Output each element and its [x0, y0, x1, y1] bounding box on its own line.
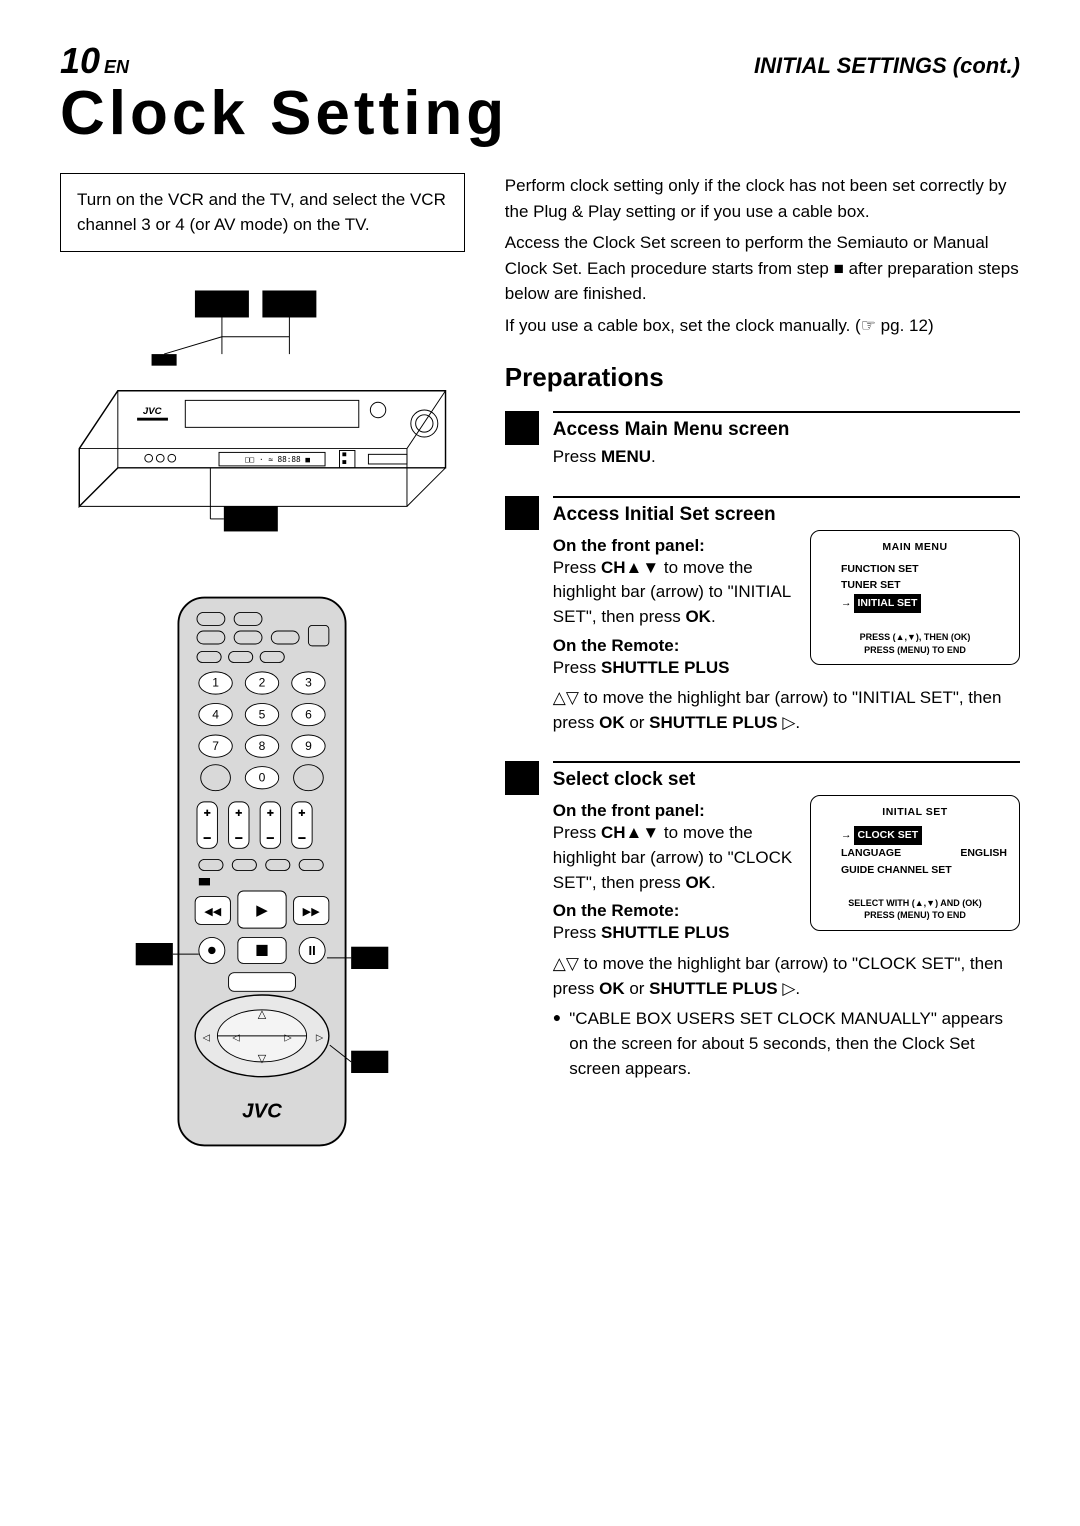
svg-text:−: − [235, 831, 243, 846]
step2-after-text: △▽ to move the highlight bar (arrow) to … [553, 686, 1020, 735]
svg-text:+: + [236, 808, 243, 820]
step2-remote-text: Press SHUTTLE PLUS [553, 656, 796, 681]
svg-text:◁: ◁ [203, 1033, 210, 1043]
intro-para-3: If you use a cable box, set the clock ma… [505, 313, 1020, 339]
svg-text:▶: ▶ [257, 903, 269, 919]
svg-text:2: 2 [259, 676, 266, 690]
page-header: 10EN INITIAL SETTINGS (cont.) [60, 40, 1020, 82]
vcr-illustration: JVC □□ · ≈ 88:88 ■ [60, 280, 465, 540]
step-number-icon [505, 411, 539, 445]
svg-text:+: + [267, 808, 274, 820]
svg-text:5: 5 [259, 708, 266, 722]
step-number-icon [505, 496, 539, 530]
svg-text:3: 3 [305, 676, 312, 690]
svg-text:△: △ [258, 1009, 267, 1021]
svg-text:▶▶: ▶▶ [303, 906, 321, 918]
page-number: 10EN [60, 40, 129, 82]
step3-bullet: ● "CABLE BOX USERS SET CLOCK MANUALLY" a… [553, 1007, 1020, 1081]
svg-text:8: 8 [259, 739, 266, 753]
right-column: Perform clock setting only if the clock … [505, 173, 1020, 1166]
svg-text:−: − [204, 831, 212, 846]
intro-para-2: Access the Clock Set screen to perform t… [505, 230, 1020, 307]
step-3: Select clock set On the front panel: Pre… [505, 761, 1020, 1081]
step3-front-label: On the front panel: [553, 801, 796, 821]
section-header-title: INITIAL SETTINGS (cont.) [754, 53, 1020, 79]
step1-heading: Access Main Menu screen [553, 419, 1020, 441]
initial-set-screen: INITIAL SET CLOCK SET LANGUAGEENGLISH GU… [810, 795, 1020, 931]
step3-after-text: △▽ to move the highlight bar (arrow) to … [553, 952, 1020, 1001]
step3-remote-label: On the Remote: [553, 901, 796, 921]
svg-text:JVC: JVC [143, 406, 163, 417]
svg-text:9: 9 [305, 739, 312, 753]
svg-text:1: 1 [213, 676, 220, 690]
step-number-icon [505, 761, 539, 795]
svg-text:II: II [309, 943, 316, 958]
svg-text:+: + [299, 808, 306, 820]
step-1: Access Main Menu screen Press MENU. [505, 411, 1020, 476]
svg-text:−: − [299, 831, 307, 846]
step2-front-label: On the front panel: [553, 536, 796, 556]
preparations-heading: Preparations [505, 362, 1020, 393]
step-2: Access Initial Set screen On the front p… [505, 496, 1020, 742]
step2-remote-label: On the Remote: [553, 636, 796, 656]
svg-text:JVC: JVC [243, 1101, 283, 1123]
svg-text:▷: ▷ [316, 1033, 323, 1043]
svg-text:7: 7 [213, 739, 220, 753]
left-column: Turn on the VCR and the TV, and select t… [60, 173, 465, 1166]
svg-text:6: 6 [305, 708, 312, 722]
step3-front-text: Press CH▲▼ to move the highlight bar (ar… [553, 821, 796, 895]
svg-text:+: + [204, 808, 211, 820]
page-title: Clock Setting [60, 78, 1020, 149]
step1-text: Press MENU. [553, 445, 1020, 470]
remote-illustration: 1 2 3 4 5 6 7 8 9 0 + − + − + − [60, 590, 465, 1166]
step2-heading: Access Initial Set screen [553, 504, 1020, 526]
svg-text:−: − [267, 831, 275, 846]
svg-text:◁: ◁ [233, 1033, 240, 1043]
svg-text:□□ · ≈ 88:88 ■: □□ · ≈ 88:88 ■ [245, 455, 310, 464]
step3-remote-text: Press SHUTTLE PLUS [553, 921, 796, 946]
intro-para-1: Perform clock setting only if the clock … [505, 173, 1020, 224]
intro-box: Turn on the VCR and the TV, and select t… [60, 173, 465, 252]
svg-text:◀◀: ◀◀ [205, 906, 223, 918]
svg-text:0: 0 [259, 771, 266, 785]
svg-text:▷: ▷ [285, 1033, 292, 1043]
svg-text:▽: ▽ [258, 1053, 267, 1065]
step2-front-text: Press CH▲▼ to move the highlight bar (ar… [553, 556, 796, 630]
svg-text:4: 4 [213, 708, 220, 722]
main-menu-screen: MAIN MENU FUNCTION SET TUNER SET INITIAL… [810, 530, 1020, 666]
step3-heading: Select clock set [553, 769, 1020, 791]
